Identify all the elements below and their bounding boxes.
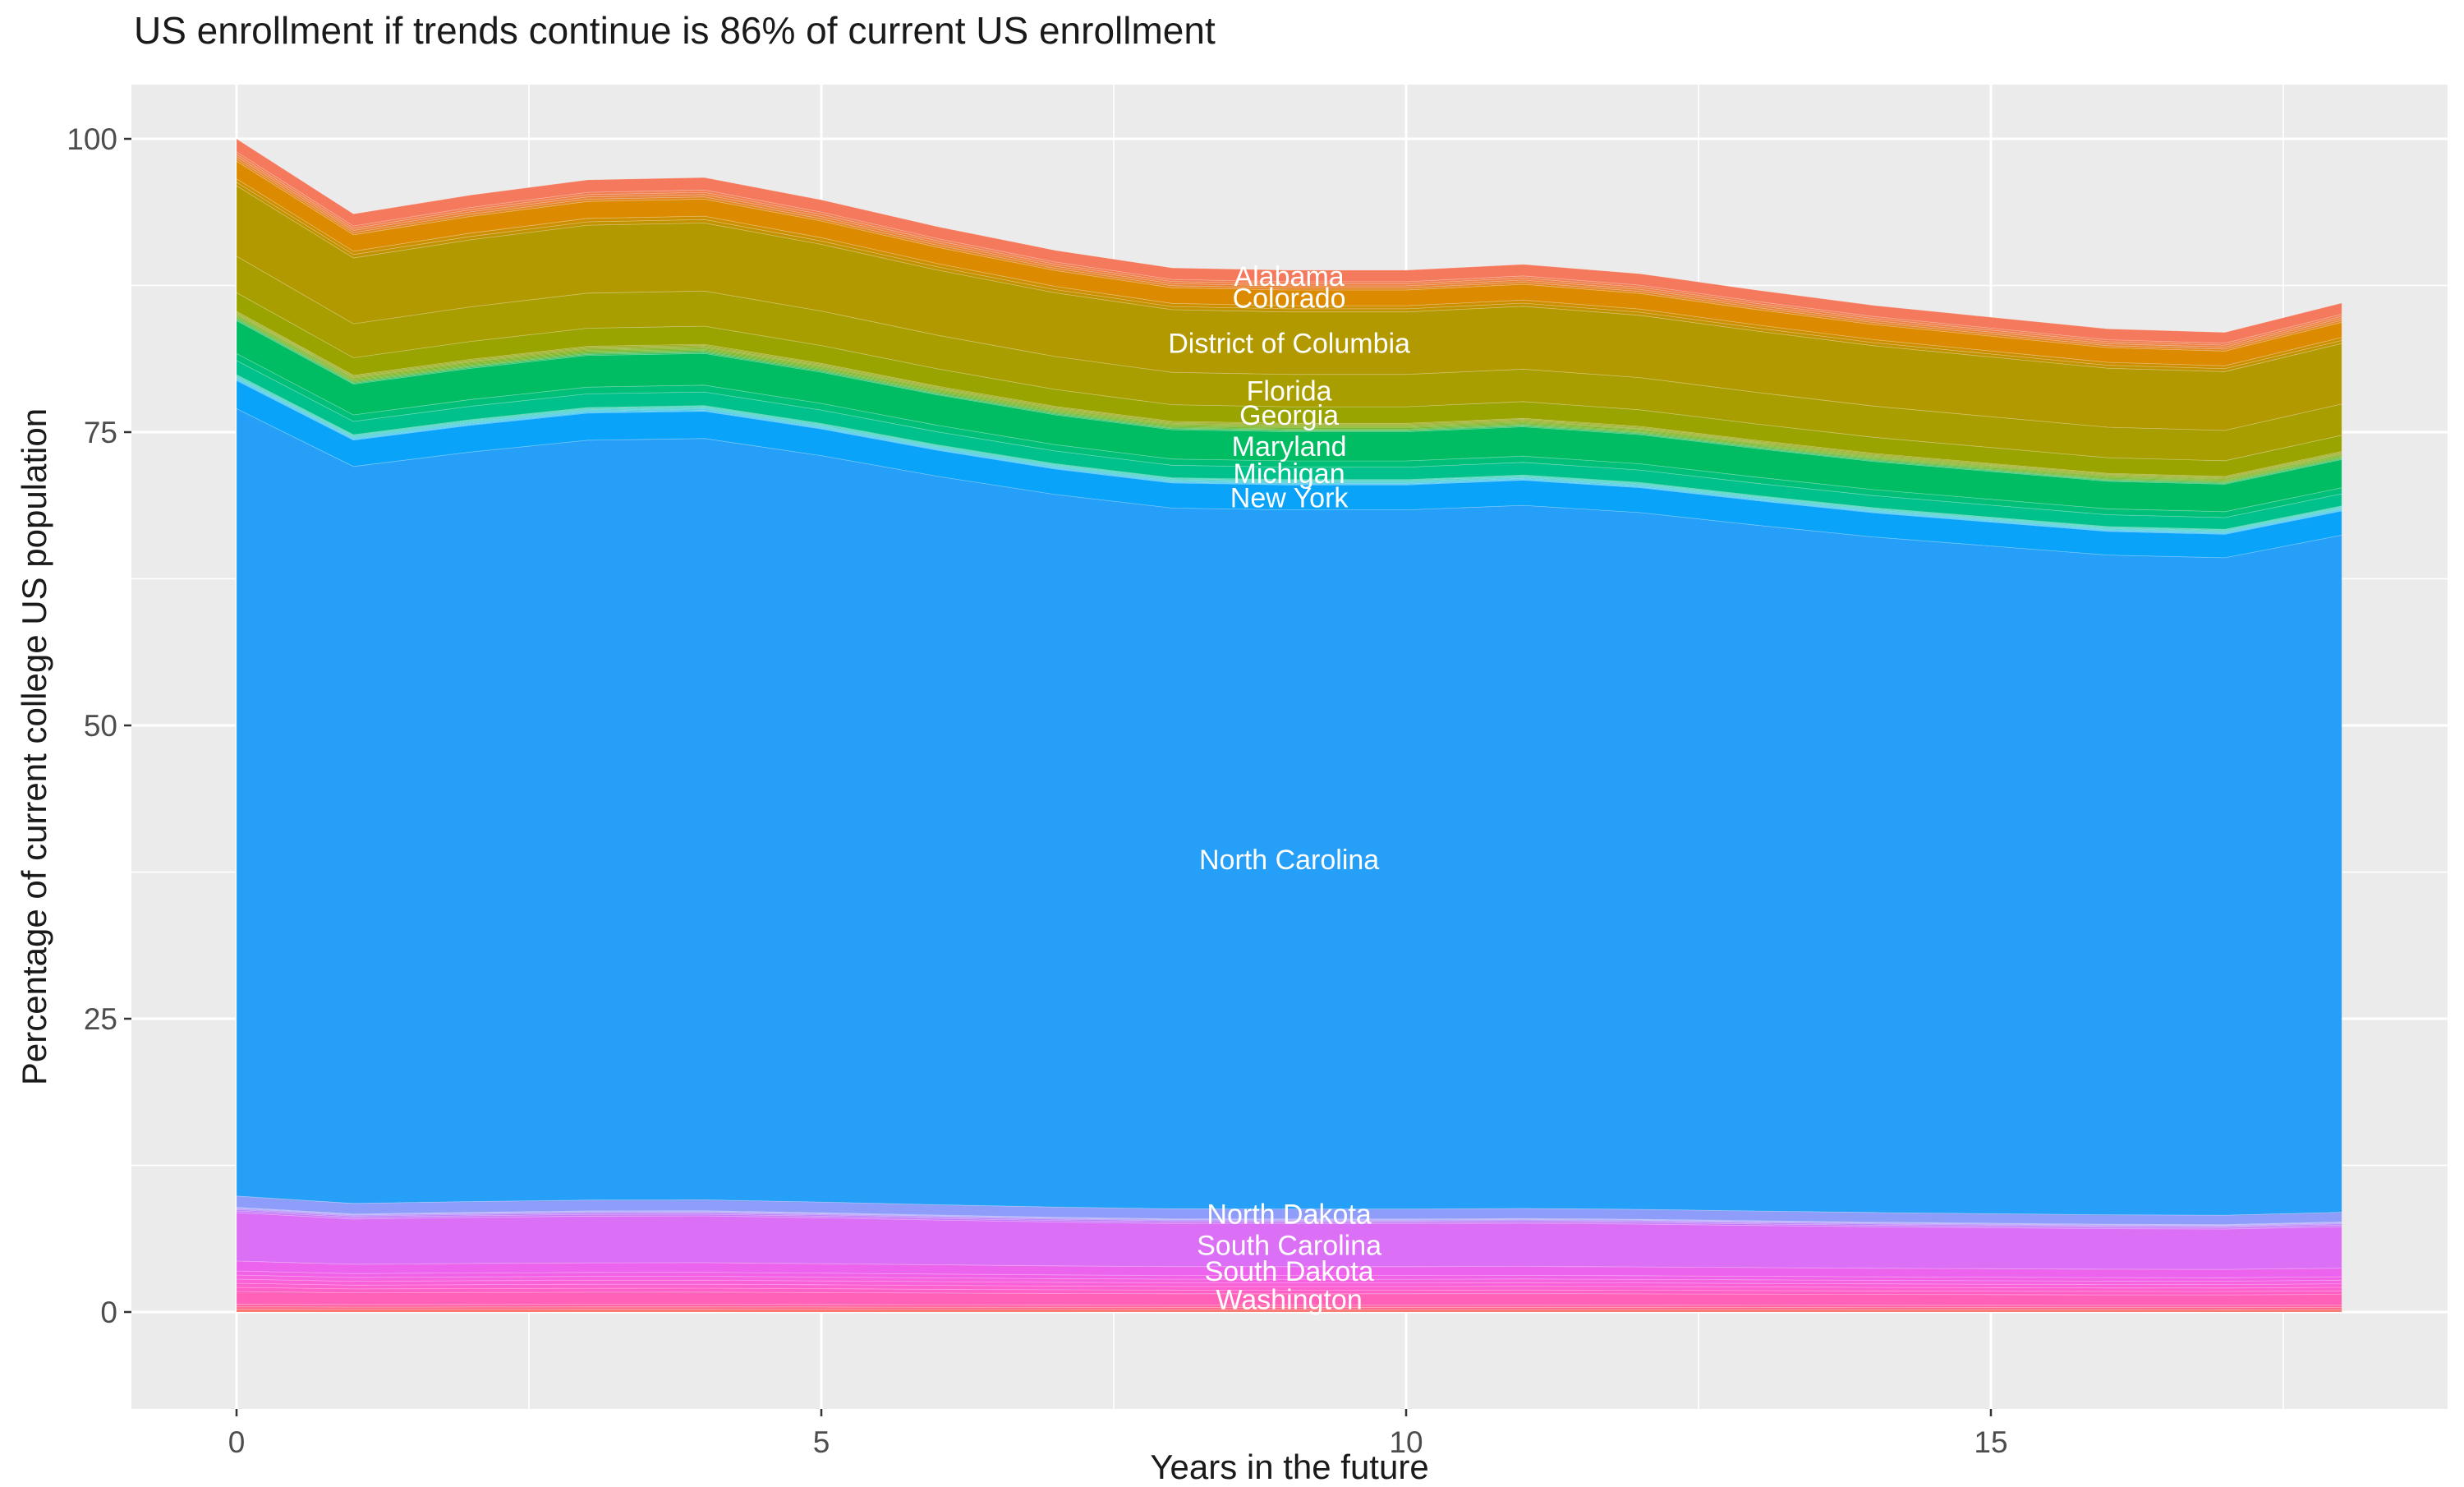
x-tick-label-15: 15 [1974, 1425, 2007, 1459]
area-pennsylvania [236, 1208, 2342, 1228]
band-label-north-carolina: North Carolina [1199, 845, 1379, 876]
band-label-north-dakota: North Dakota [1207, 1199, 1371, 1231]
band-label-michigan: Michigan [1234, 458, 1345, 490]
x-axis-title: Years in the future [1150, 1448, 1429, 1486]
area-montana [236, 375, 2342, 532]
area-district-of-columbia [236, 185, 2342, 431]
area-idaho [236, 311, 2342, 479]
y-tick-label-75: 75 [84, 416, 117, 449]
area-oklahoma [236, 1207, 2342, 1227]
band-label-colorado: Colorado [1233, 283, 1346, 315]
band-label-new-york: New York [1230, 482, 1349, 513]
area-utah [236, 1278, 2342, 1289]
x-tick-label-10: 10 [1389, 1425, 1423, 1459]
band-label-alabama: Alabama [1234, 261, 1344, 292]
area-connecticut [236, 177, 2342, 370]
area-arizona [236, 153, 2342, 348]
y-tick-label-25: 25 [84, 1002, 117, 1036]
band-label-district-of-columbia: District of Columbia [1168, 329, 1410, 360]
band-label-maryland: Maryland [1232, 431, 1347, 463]
area-north-dakota [236, 1195, 2342, 1225]
band-label-florida: Florida [1247, 375, 1332, 407]
area-kentucky [236, 316, 2342, 483]
y-tick-label-50: 50 [84, 709, 117, 743]
area-oregon [236, 1208, 2342, 1227]
x-tick-label-0: 0 [228, 1425, 246, 1459]
band-label-georgia: Georgia [1239, 400, 1339, 431]
band-label-south-dakota: South Dakota [1205, 1256, 1374, 1287]
area-maryland [236, 320, 2342, 513]
area-rhode-island [236, 1210, 2342, 1230]
area-south-carolina [236, 1212, 2342, 1270]
y-axis-title: Percentage of current college US populat… [15, 407, 53, 1086]
chart-title: US enrollment if trends continue is 86% … [134, 9, 1216, 52]
area-alabama [236, 138, 2342, 344]
area-vermont [236, 1282, 2342, 1292]
area-missouri [236, 375, 2342, 532]
band-label-washington: Washington [1216, 1285, 1362, 1316]
y-tick-label-100: 100 [67, 122, 117, 156]
area-minnesota [236, 374, 2342, 531]
band-label-south-carolina: South Carolina [1197, 1231, 1381, 1262]
y-tick-label-0: 0 [100, 1296, 117, 1329]
area-ohio [236, 1207, 2342, 1226]
x-tick-label-5: 5 [813, 1425, 830, 1459]
